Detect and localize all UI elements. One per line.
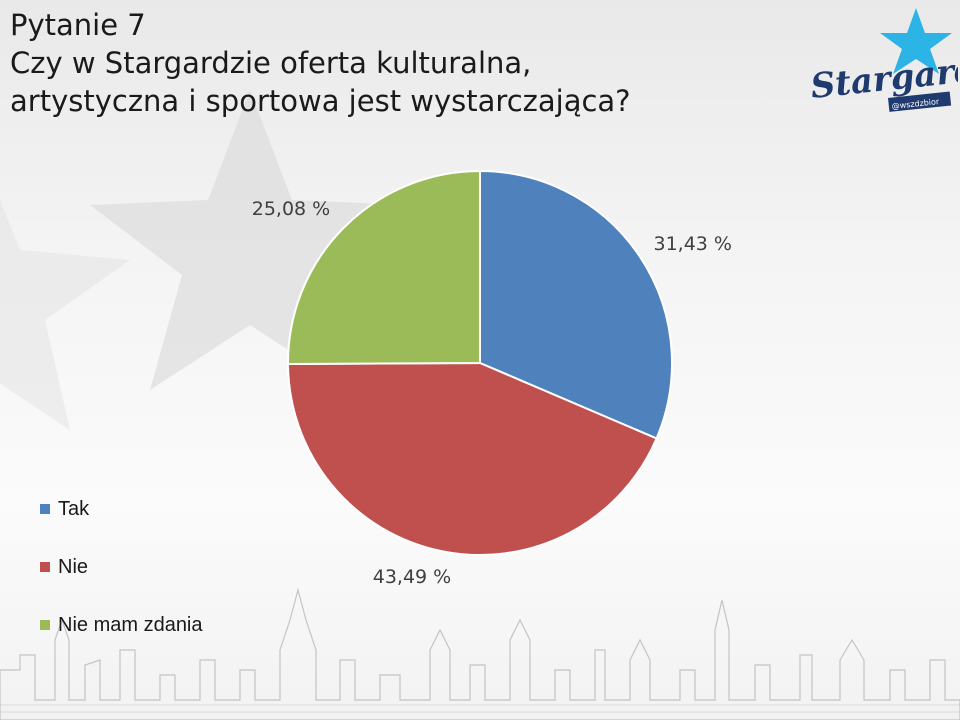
pie-slices (286, 169, 673, 556)
legend-label-tak: Tak (58, 497, 90, 520)
title-line-3: artystyczna i sportowa jest wystarczając… (10, 84, 631, 118)
chart-legend: Tak Nie Nie mam zdania (40, 480, 203, 654)
legend-item-nie: Nie (40, 538, 203, 596)
stargard-logo: Stargard @wszdzbior (809, 8, 958, 112)
data-label-tak: 31,43 % (654, 233, 733, 255)
legend-label-nie: Nie (58, 555, 89, 578)
data-label-nie: 43,49 % (373, 566, 452, 588)
city-skyline-icon (0, 587, 960, 720)
legend-swatch-nie-mam-zdania (40, 620, 50, 630)
pie-slice-nie (286, 361, 658, 556)
pie-slice-tak (479, 169, 673, 440)
background-star-icon (0, 200, 130, 430)
city-skyline-windows (0, 704, 960, 713)
legend-label-nie-mam-zdania: Nie mam zdania (58, 613, 203, 636)
legend-swatch-nie (40, 562, 50, 572)
legend-item-nie-mam-zdania: Nie mam zdania (40, 596, 203, 654)
logo-star-icon (880, 8, 952, 74)
pie-slice-nie-mam-zdania (287, 169, 481, 365)
logo-tagline-badge (888, 91, 952, 112)
data-label-nie-mam-zdania: 25,08 % (252, 198, 331, 220)
legend-item-tak: Tak (40, 480, 203, 538)
title-line-2: Czy w Stargardzie oferta kulturalna, (10, 46, 532, 80)
background-star-icon (90, 90, 410, 390)
title-line-1: Pytanie 7 (10, 8, 146, 42)
slide-title: Pytanie 7 Czy w Stargardzie oferta kultu… (10, 6, 631, 120)
legend-swatch-tak (40, 504, 50, 514)
